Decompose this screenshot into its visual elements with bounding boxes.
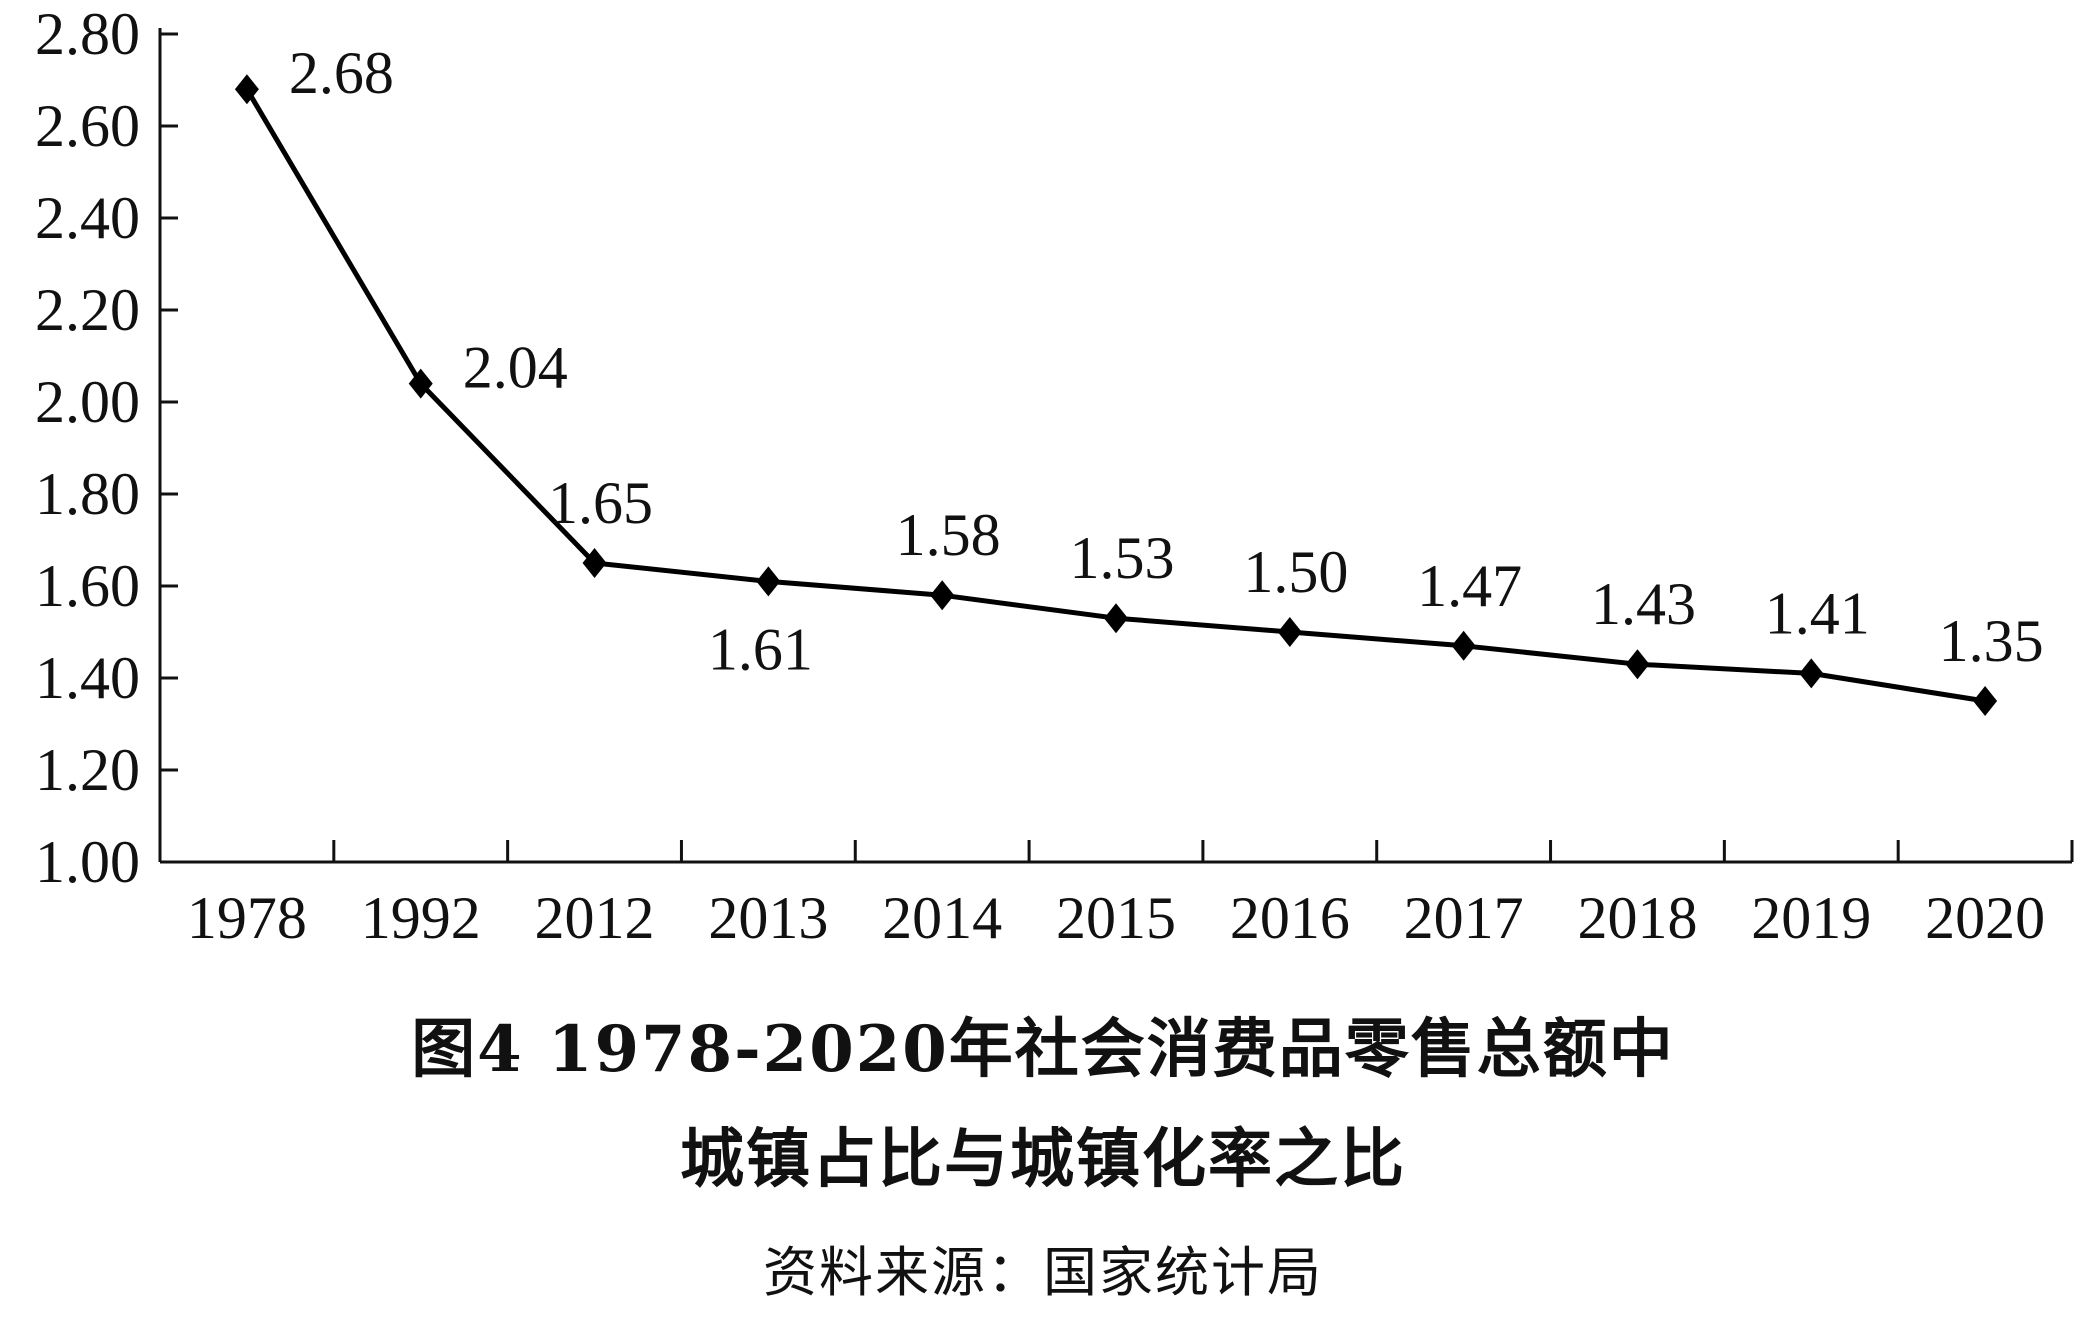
data-point-marker <box>1451 630 1476 661</box>
y-axis-ticks: 1.00 1.20 1.40 1.60 1.80 2.00 2.20 2.40 2.60 2.80 <box>35 1 178 895</box>
y-tick-label: 1.20 <box>35 737 140 803</box>
x-tick-label: 1992 <box>361 885 481 951</box>
y-tick-label: 2.00 <box>35 369 140 435</box>
data-label: 1.50 <box>1243 539 1348 605</box>
x-tick-label: 2020 <box>1925 885 2045 951</box>
figure-title-line-2: 城镇占比与城镇化率之比 <box>680 1122 1406 1197</box>
data-label: 1.35 <box>1939 608 2044 674</box>
data-label: 1.61 <box>708 616 813 682</box>
y-tick-label: 2.80 <box>35 1 140 67</box>
y-tick-label: 1.40 <box>35 645 140 711</box>
y-tick-label: 1.80 <box>35 461 140 527</box>
data-label: 2.04 <box>463 335 568 401</box>
figure-title-line-1: 图4 1978-2020年社会消费品零售总额中 <box>411 1012 1675 1087</box>
data-point-marker <box>582 548 607 578</box>
data-point-marker <box>408 368 433 399</box>
data-label: 1.53 <box>1070 525 1175 591</box>
data-label: 1.58 <box>896 502 1001 568</box>
x-tick-label: 2016 <box>1230 885 1350 951</box>
x-axis-ticks: 1978 1992 2012 2013 2014 2015 2016 2017 2018 2019… <box>187 840 2074 951</box>
data-point-marker <box>756 566 781 597</box>
data-label: 1.43 <box>1591 571 1696 637</box>
data-point-marker <box>234 74 259 105</box>
x-tick-label: 2014 <box>882 885 1002 951</box>
data-point-marker <box>930 580 955 611</box>
data-label: 1.41 <box>1765 580 1870 646</box>
data-labels: 2.68 2.04 1.65 1.61 1.58 1.53 1.50 1.47 1.43 1.41… <box>289 40 2044 682</box>
data-label: 1.65 <box>548 470 653 536</box>
data-point-marker <box>1277 617 1302 647</box>
x-tick-label: 2015 <box>1056 885 1176 951</box>
series-group <box>234 74 1998 716</box>
data-point-marker <box>1973 686 1998 716</box>
y-tick-label: 1.00 <box>35 829 140 895</box>
chart-axes <box>158 28 2072 864</box>
data-point-marker <box>1625 649 1650 680</box>
y-tick-label: 2.20 <box>35 277 140 343</box>
y-tick-label: 2.60 <box>35 93 140 159</box>
x-tick-label: 2017 <box>1404 885 1524 951</box>
x-tick-label: 2018 <box>1577 885 1697 951</box>
data-point-marker <box>1104 603 1128 634</box>
x-tick-label: 2019 <box>1751 885 1871 951</box>
y-tick-label: 1.60 <box>35 553 140 619</box>
data-point-marker <box>1799 658 1824 689</box>
y-tick-label: 2.40 <box>35 185 140 251</box>
data-label: 1.47 <box>1417 553 1522 619</box>
data-source-note: 资料来源：国家统计局 <box>763 1241 1323 1304</box>
x-tick-label: 1978 <box>187 885 307 951</box>
data-label: 2.68 <box>289 40 394 106</box>
x-tick-label: 2012 <box>535 885 655 951</box>
x-tick-label: 2013 <box>708 885 828 951</box>
